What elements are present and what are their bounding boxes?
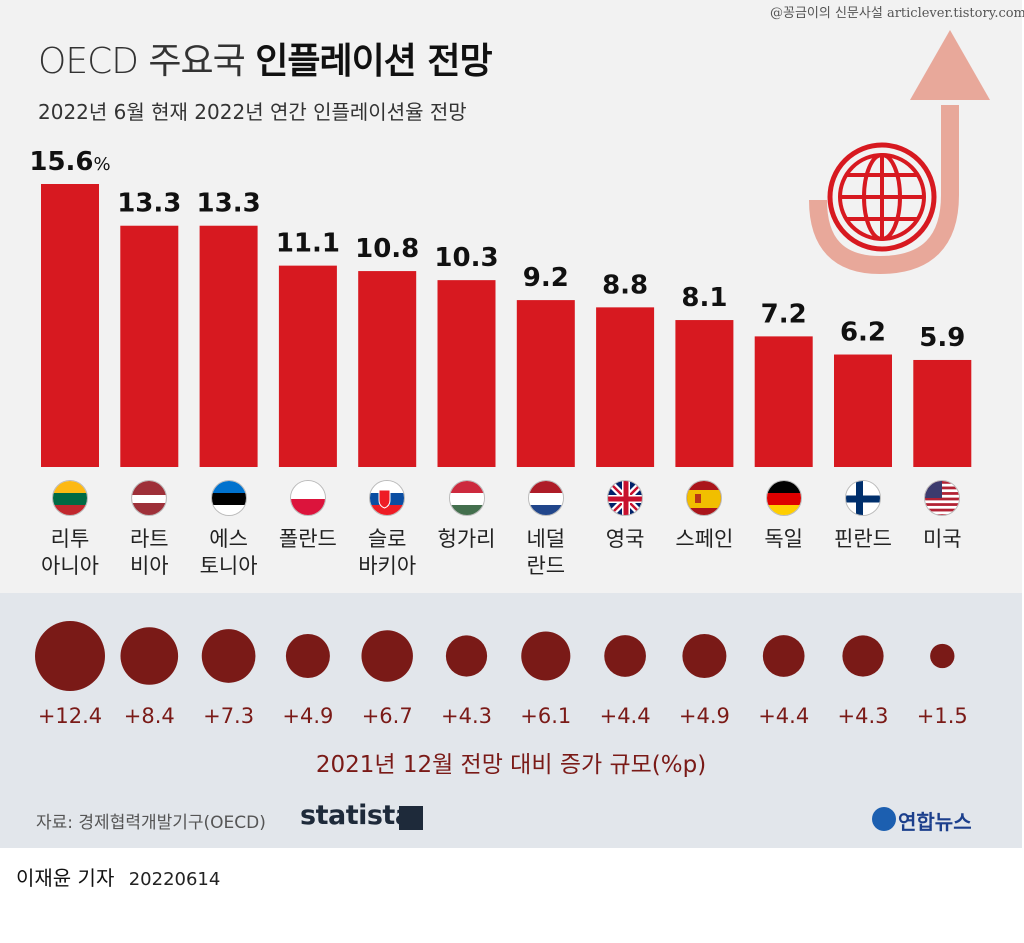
change-bubble (521, 631, 571, 681)
bar-10 (834, 354, 892, 467)
country-label: 폴란드 (278, 527, 337, 551)
change-bubble (201, 629, 256, 683)
country-label: 슬로 바키아 (358, 527, 417, 578)
change-label: +4.4 (600, 704, 651, 728)
source-note: 자료: 경제협력개발기구(OECD) (36, 813, 266, 833)
country-label: 라트 비아 (129, 527, 169, 578)
country-label: 리투 아니아 (41, 527, 99, 578)
statista-mark-icon (399, 806, 423, 830)
flag-slovakia-icon (369, 480, 406, 516)
change-bubble (842, 635, 884, 677)
rising-globe-icon (809, 30, 990, 275)
country-label: 스페인 (675, 527, 734, 551)
flag-poland-icon (289, 480, 326, 516)
country-label: 헝가리 (437, 527, 496, 551)
bar-9 (754, 336, 813, 467)
bar-value-label: 13.3 (197, 189, 261, 219)
bar-11 (913, 359, 972, 467)
change-label: +6.1 (520, 704, 571, 728)
flag-spain-icon (686, 480, 723, 516)
reporter-name: 이재윤 기자 (16, 866, 115, 890)
yonhap-logo-icon (872, 807, 896, 831)
change-label: +4.9 (282, 704, 333, 728)
change-bubble (285, 633, 330, 679)
publish-date: 20220614 (128, 869, 221, 890)
change-bubble (445, 635, 488, 677)
flag-usa-icon (924, 480, 961, 516)
change-bubble (762, 635, 805, 677)
bar-value-label: 8.8 (602, 270, 648, 300)
bar-2 (199, 225, 258, 467)
change-label: +6.7 (362, 704, 413, 728)
bar-3 (278, 265, 337, 467)
country-label: 네덜 란드 (526, 527, 566, 578)
bar-value-label: 6.2 (840, 318, 886, 348)
title-light: OECD 주요국 (38, 41, 246, 82)
change-label: +4.9 (679, 704, 730, 728)
page-subtitle: 2022년 6월 현재 2022년 연간 인플레이션율 전망 (38, 100, 467, 124)
country-label: 미국 (922, 527, 962, 551)
change-bubble (35, 621, 105, 691)
bar-6 (516, 300, 575, 467)
bar-0 (41, 184, 99, 467)
bar-1 (120, 225, 179, 467)
flag-uk-icon (607, 480, 644, 516)
bar-7 (596, 307, 655, 467)
bar-value-label: 13.3 (117, 189, 181, 219)
country-label: 핀란드 (834, 527, 892, 551)
title-bold: 인플레이션 전망 (255, 41, 492, 82)
flag-hungary-icon (448, 480, 485, 516)
change-bubble (930, 643, 955, 669)
bar-4 (358, 271, 417, 467)
bar-value-label: 9.2 (523, 263, 569, 293)
bar-value-label: 7.2 (761, 299, 807, 329)
bar-8 (675, 320, 734, 467)
statista-logo: statista (300, 800, 413, 831)
change-series-caption: 2021년 12월 전망 대비 증가 규모(%p) (315, 752, 707, 778)
inflation-bar-chart: 15.6%13.3 13.311.1 10.8 10.39.2 8.8 8.17.26.2… (29, 147, 972, 728)
flag-lithuania-icon (52, 480, 88, 516)
bar-value-label: 11.1 (276, 229, 340, 259)
bar-5 (437, 280, 496, 467)
change-bubble (361, 630, 413, 682)
change-bubble (682, 633, 727, 679)
flag-netherlands-icon (527, 480, 564, 516)
change-label: +7.3 (203, 704, 254, 728)
watermark-credit: @꽁금이의 신문사설 articlever.tistory.com (770, 6, 1024, 21)
country-label: 에스 토니아 (199, 527, 258, 578)
arrow-head-icon (910, 30, 990, 100)
change-label: +4.3 (441, 704, 492, 728)
change-label: +1.5 (917, 704, 968, 728)
change-panel (0, 593, 1022, 848)
flag-estonia-icon (210, 480, 247, 516)
bar-value-label: 8.1 (681, 283, 727, 313)
yonhap-logo-text: 연합뉴스 (898, 810, 972, 834)
bar-value-label: 10.8 (355, 234, 419, 264)
change-bubble (120, 627, 179, 685)
arrow-shaft (809, 105, 959, 275)
flag-finland-icon (845, 480, 881, 516)
flag-germany-icon (765, 480, 802, 516)
change-label: +8.4 (124, 704, 175, 728)
bar-value-label: 5.9 (919, 323, 965, 353)
bar-value-label: 10.3 (434, 243, 498, 273)
flag-latvia-icon (131, 480, 168, 516)
change-label: +4.4 (758, 704, 809, 728)
change-label: +4.3 (838, 704, 889, 728)
change-label: +12.4 (38, 704, 102, 728)
country-label: 영국 (605, 527, 645, 551)
country-label: 독일 (764, 527, 803, 551)
page-title: OECD 주요국 인플레이션 전망 (38, 32, 493, 84)
bar-value-label: 15.6% (29, 147, 110, 177)
byline: 이재윤 기자 20220614 (16, 862, 220, 891)
change-bubble (604, 635, 646, 677)
